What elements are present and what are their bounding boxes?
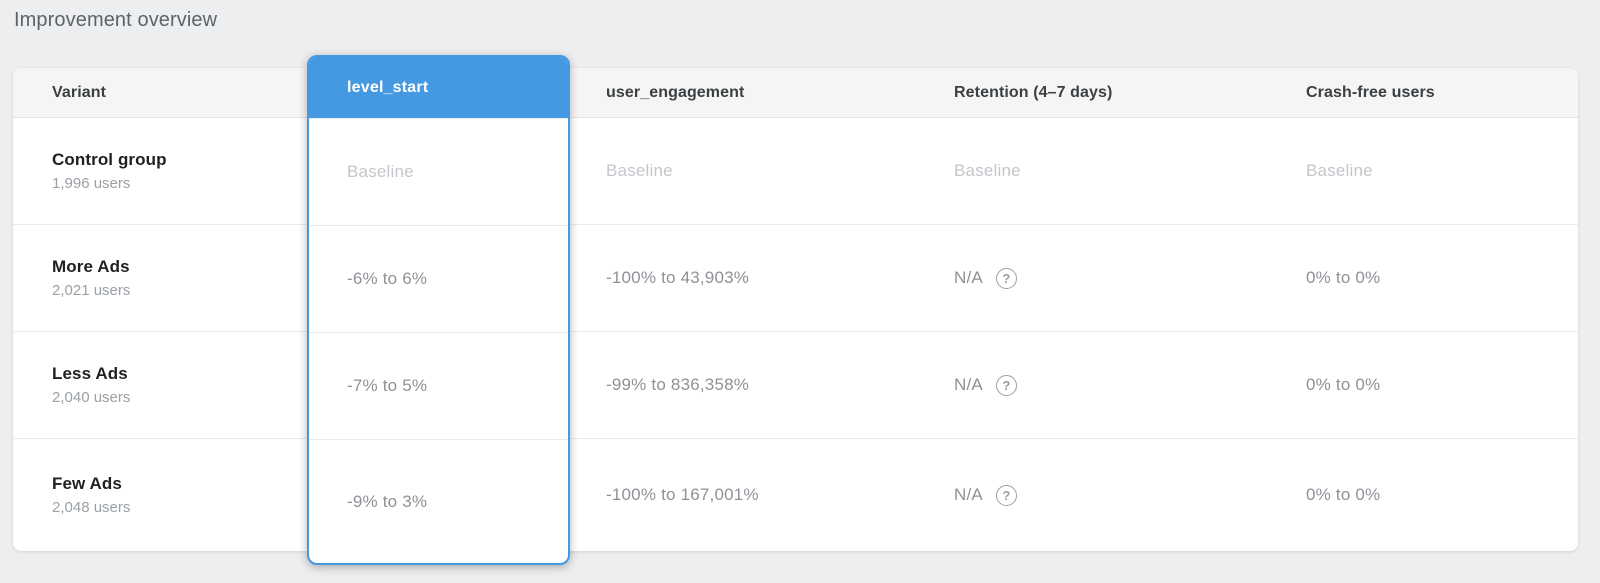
selected-metric-header[interactable]: level_start	[309, 57, 568, 118]
column-header-retention[interactable]: Retention (4–7 days)	[954, 83, 1113, 101]
cell-level-start-less-ads: -7% to 5%	[309, 332, 568, 439]
cell-retention: N/A ?	[918, 439, 1266, 551]
retention-value: N/A	[954, 268, 983, 287]
retention-value: N/A	[954, 485, 983, 504]
cell-level-start-control: Baseline	[309, 118, 568, 225]
variant-name: Control group	[52, 150, 167, 169]
table-row-control-group: Control group 1,996 users Baseline Basel…	[13, 118, 1578, 225]
table-row-more-ads: More Ads 2,021 users -100% to 43,903% N/…	[13, 225, 1578, 332]
retention-value: N/A	[954, 375, 983, 394]
column-header-user-engagement[interactable]: user_engagement	[606, 83, 745, 101]
table-row-less-ads: Less Ads 2,040 users -99% to 836,358% N/…	[13, 332, 1578, 439]
selected-metric-card-level-start[interactable]: level_start Baseline -6% to 6% -7% to 5%…	[307, 55, 570, 565]
cell-crash-free: Baseline	[1306, 161, 1373, 180]
variant-cell: Control group 1,996 users	[13, 118, 307, 224]
cell-retention: N/A ?	[918, 225, 1266, 331]
cell-user-engagement: -99% to 836,358%	[606, 375, 750, 394]
variant-user-count: 2,040 users	[52, 389, 131, 406]
page-title: Improvement overview	[14, 9, 218, 31]
cell-retention: Baseline	[954, 161, 1021, 180]
column-header-variant[interactable]: Variant	[52, 83, 107, 101]
results-table: Variant user_engagement Retention (4–7 d…	[13, 68, 1578, 551]
cell-retention: N/A ?	[918, 332, 1266, 438]
help-icon[interactable]: ?	[995, 267, 1017, 289]
cell-user-engagement: Baseline	[606, 161, 673, 180]
help-icon[interactable]: ?	[995, 484, 1017, 506]
cell-level-start-more-ads: -6% to 6%	[309, 225, 568, 332]
cell-level-start-few-ads: -9% to 3%	[309, 439, 568, 563]
cell-user-engagement: -100% to 43,903%	[606, 268, 750, 287]
variant-name: More Ads	[52, 257, 130, 276]
variant-user-count: 1,996 users	[52, 175, 131, 192]
variant-user-count: 2,021 users	[52, 282, 131, 299]
variant-name: Less Ads	[52, 364, 128, 383]
cell-crash-free: 0% to 0%	[1306, 268, 1381, 287]
variant-user-count: 2,048 users	[52, 499, 131, 516]
help-icon[interactable]: ?	[995, 374, 1017, 396]
variant-cell: Less Ads 2,040 users	[13, 332, 307, 438]
variant-name: Few Ads	[52, 474, 122, 493]
column-header-crash-free[interactable]: Crash-free users	[1306, 83, 1435, 101]
cell-crash-free: 0% to 0%	[1306, 375, 1381, 394]
variant-cell: Few Ads 2,048 users	[13, 439, 307, 551]
cell-user-engagement: -100% to 167,001%	[606, 485, 759, 504]
variant-cell: More Ads 2,021 users	[13, 225, 307, 331]
cell-crash-free: 0% to 0%	[1306, 485, 1381, 504]
table-header-row: Variant user_engagement Retention (4–7 d…	[13, 68, 1578, 118]
table-row-few-ads: Few Ads 2,048 users -100% to 167,001% N/…	[13, 439, 1578, 551]
